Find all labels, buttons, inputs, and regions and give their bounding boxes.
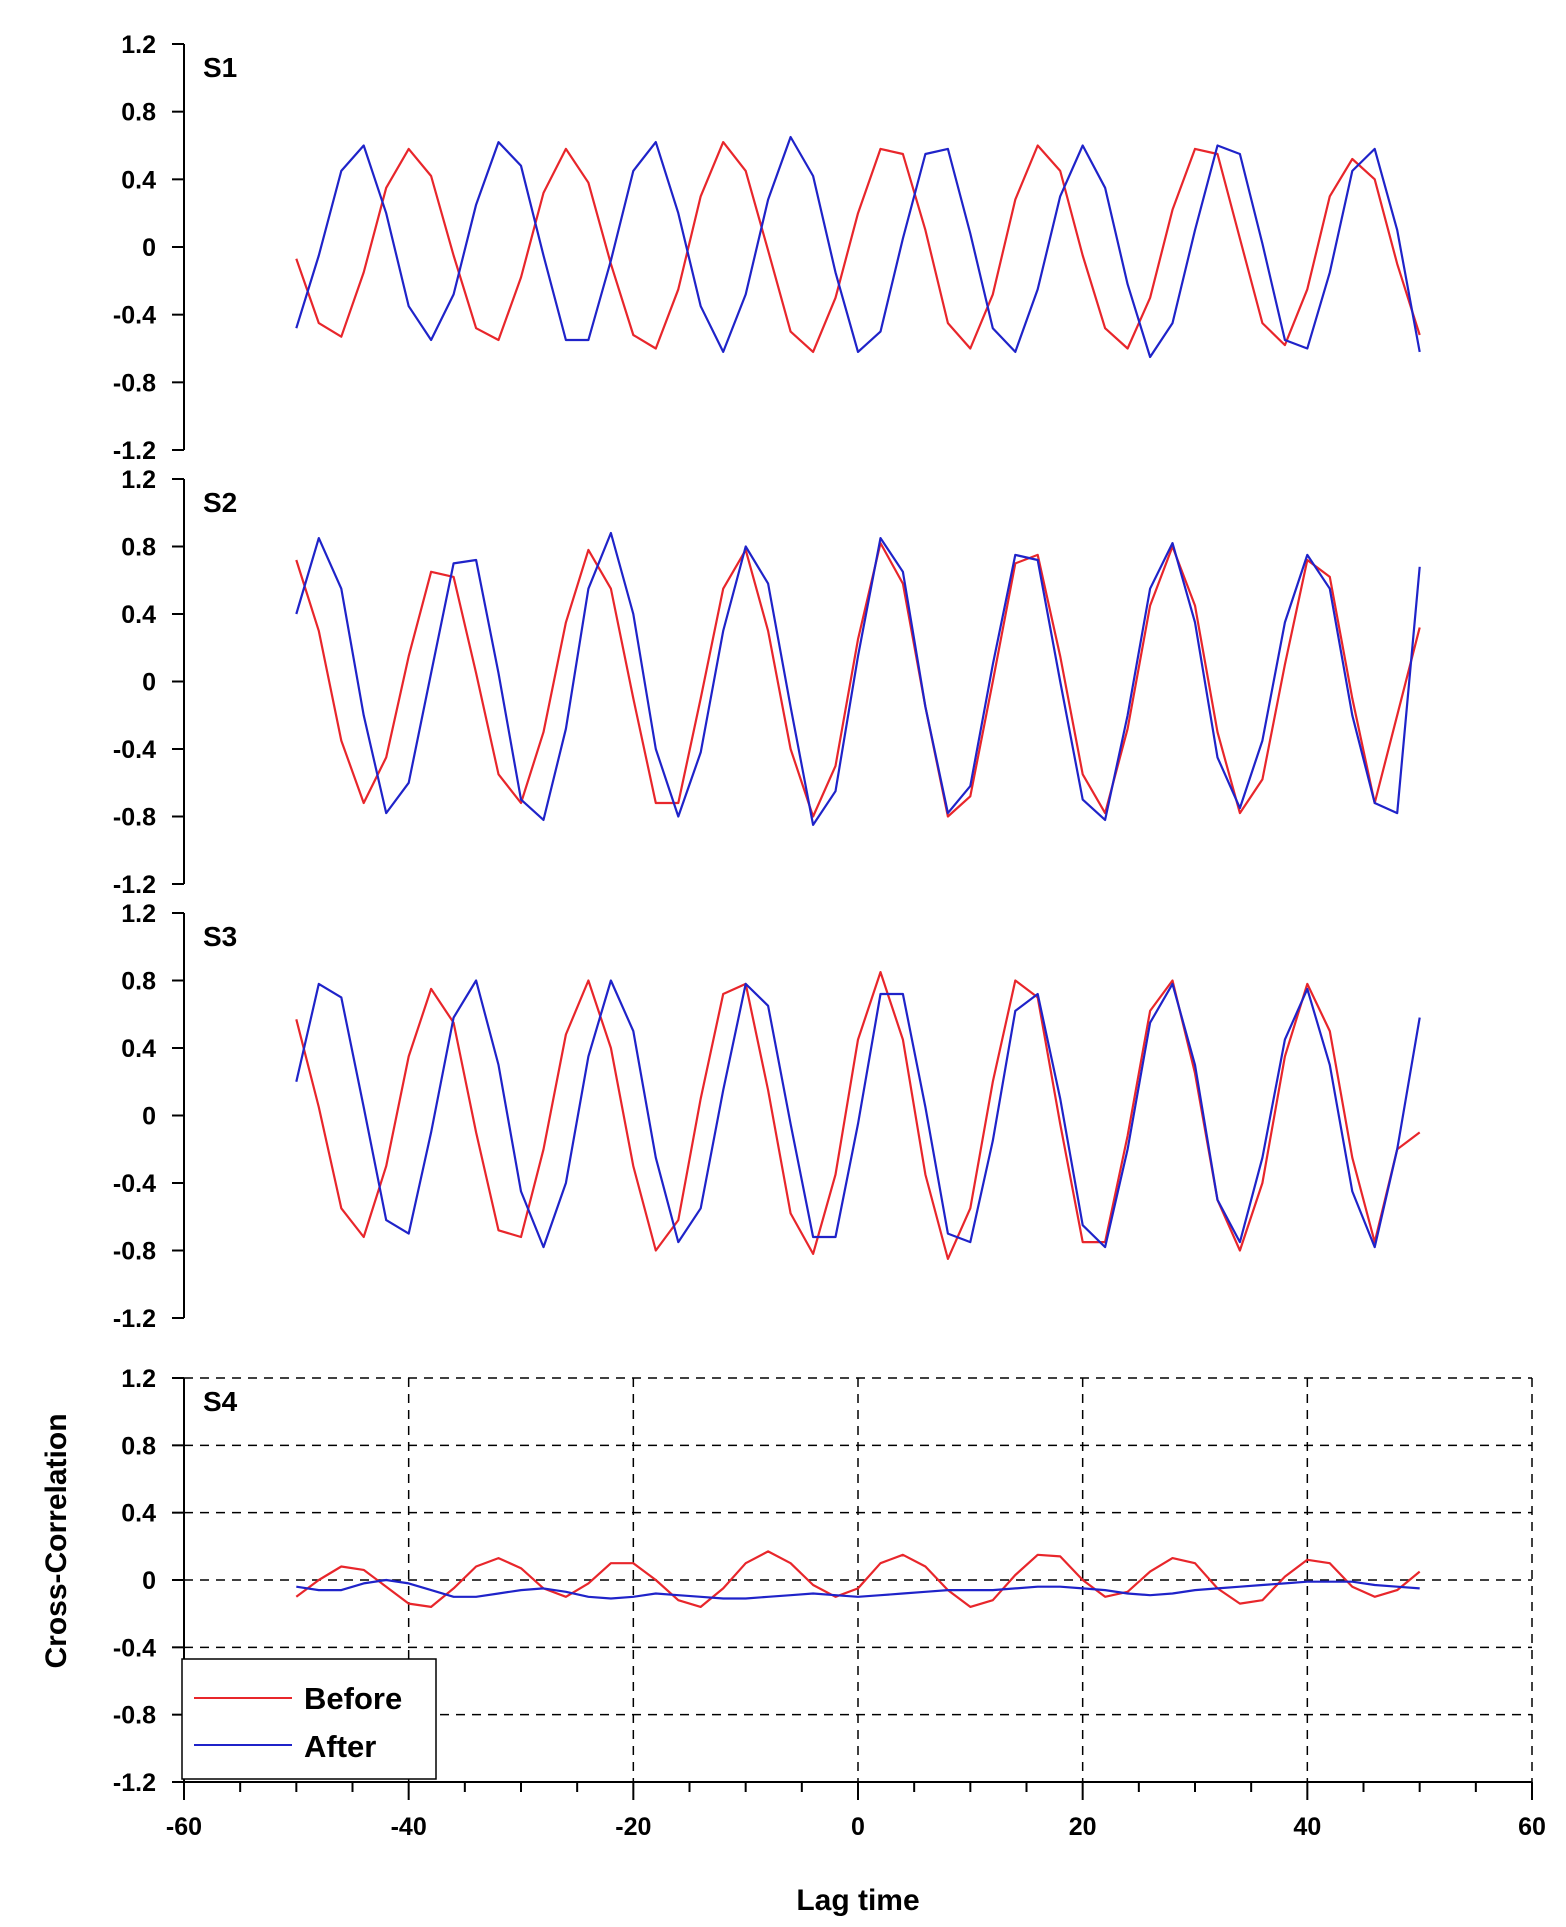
y-tick-label: -1.2: [113, 437, 156, 465]
x-tick-label: -20: [615, 1813, 651, 1841]
y-tick-label: -1.2: [113, 871, 156, 899]
series-line-before: [295, 1550, 1421, 1609]
legend-after-label: After: [304, 1729, 376, 1764]
panel-s3: -1.2 -0.8 -0.4 0 0.4 0.8 1.2 S3: [113, 900, 1421, 1333]
x-axis-title: Lag time: [796, 1884, 919, 1917]
x-tick-label: 20: [1069, 1813, 1097, 1841]
y-tick-label: 0: [142, 234, 156, 262]
y-tick-label: 1.2: [121, 466, 156, 494]
x-tick-label: 0: [851, 1813, 865, 1841]
x-tick-label: -40: [391, 1813, 427, 1841]
y-tick-label: 1.2: [121, 31, 156, 59]
x-tick-label: 40: [1293, 1813, 1321, 1841]
y-tick-label: 0.4: [121, 1035, 156, 1063]
series-line-after: [296, 1578, 1420, 1600]
y-tick-label: -0.8: [113, 1238, 156, 1266]
y-axis-title: Cross-Correlation: [40, 1413, 73, 1668]
y-tick-label: -0.8: [113, 1702, 156, 1730]
panel-label: S4: [203, 1386, 238, 1417]
y-tick-label: 0.8: [121, 534, 156, 562]
y-tick-label: 0.4: [121, 601, 156, 629]
y-tick-label: -1.2: [113, 1305, 156, 1333]
legend-box: [181, 1658, 437, 1780]
panel-label: S1: [203, 52, 237, 83]
y-tick-label: -0.8: [113, 369, 156, 397]
y-tick-label: -0.8: [113, 804, 156, 832]
y-tick-label: 0.8: [121, 1432, 156, 1460]
y-tick-label: -0.4: [113, 1170, 156, 1198]
y-tick-label: 0.4: [121, 1500, 156, 1528]
panel-label: S3: [203, 921, 237, 952]
legend-before-label: Before: [304, 1681, 402, 1716]
series-line-after: [295, 531, 1421, 827]
panel-s2: -1.2 -0.8 -0.4 0 0.4 0.8 1.2 S2: [113, 466, 1421, 899]
series-line-after: [295, 979, 1421, 1249]
y-tick-label: -0.4: [113, 302, 156, 330]
y-tick-label: 0.8: [121, 99, 156, 127]
series-line-after: [295, 135, 1421, 359]
y-tick-label: -0.4: [113, 1634, 156, 1662]
y-tick-label: -1.2: [113, 1769, 156, 1797]
series-line-before: [295, 141, 1421, 353]
series-line-before: [295, 541, 1421, 818]
panel-label: S2: [203, 487, 237, 518]
y-tick-label: -0.4: [113, 736, 156, 764]
y-tick-label: 1.2: [121, 900, 156, 928]
y-tick-label: 0: [142, 1567, 156, 1595]
y-tick-label: 1.2: [121, 1365, 156, 1393]
series-line-before: [295, 970, 1421, 1261]
x-axis: -60 -40 -20 0 20 40 60: [166, 1781, 1546, 1841]
y-tick-label: 0: [142, 1103, 156, 1131]
y-tick-label: 0.8: [121, 968, 156, 996]
y-tick-label: 0: [142, 669, 156, 697]
panels: -1.2 -0.8 -0.4 0 0.4 0.8 1.2 S1 -1.2 -0.8 -0.4 0 0.4…: [113, 31, 1533, 1797]
y-tick-label: 0.4: [121, 166, 156, 194]
panel-s1: -1.2 -0.8 -0.4 0 0.4 0.8 1.2 S1: [113, 31, 1421, 465]
legend: Before After: [181, 1658, 437, 1780]
x-tick-label: 60: [1518, 1813, 1546, 1841]
x-tick-label: -60: [166, 1813, 202, 1841]
